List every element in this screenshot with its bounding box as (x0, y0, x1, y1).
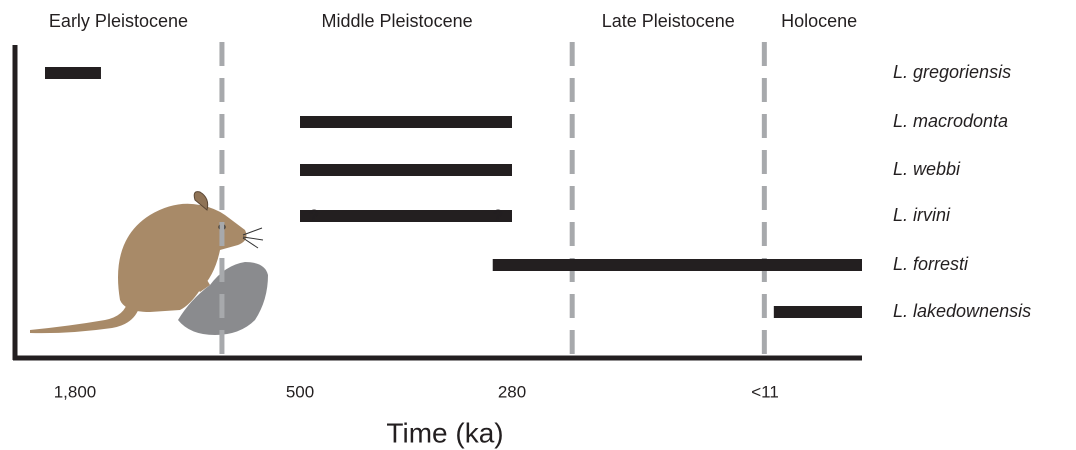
species-label: L. macrodonta (893, 111, 1008, 131)
range-bar (45, 67, 101, 79)
epoch-label: Middle Pleistocene (322, 11, 473, 31)
x-axis-title: Time (ka) (386, 417, 503, 448)
species-label: L. forresti (893, 254, 969, 274)
x-tick-label: 1,800 (54, 382, 97, 401)
x-tick-label: <11 (751, 382, 779, 401)
rat-illustration (30, 191, 268, 335)
range-bar (773, 306, 862, 318)
species-label: L. lakedownensis (893, 301, 1031, 321)
species-label: L. gregoriensis (893, 62, 1011, 82)
species-label: L. webbi (893, 159, 961, 179)
range-bar (492, 259, 862, 271)
x-tick-label: 280 (498, 382, 526, 401)
range-bar (300, 164, 512, 176)
uncertainty-marker: ? (494, 208, 503, 225)
range-bar (300, 116, 512, 128)
uncertainty-marker: ? (310, 208, 319, 225)
x-tick-label: 500 (286, 382, 314, 401)
epoch-label: Late Pleistocene (602, 11, 735, 31)
range-bar (300, 210, 512, 222)
epoch-label: Early Pleistocene (49, 11, 188, 31)
epoch-label: Holocene (781, 11, 857, 31)
species-label: L. irvini (893, 205, 951, 225)
